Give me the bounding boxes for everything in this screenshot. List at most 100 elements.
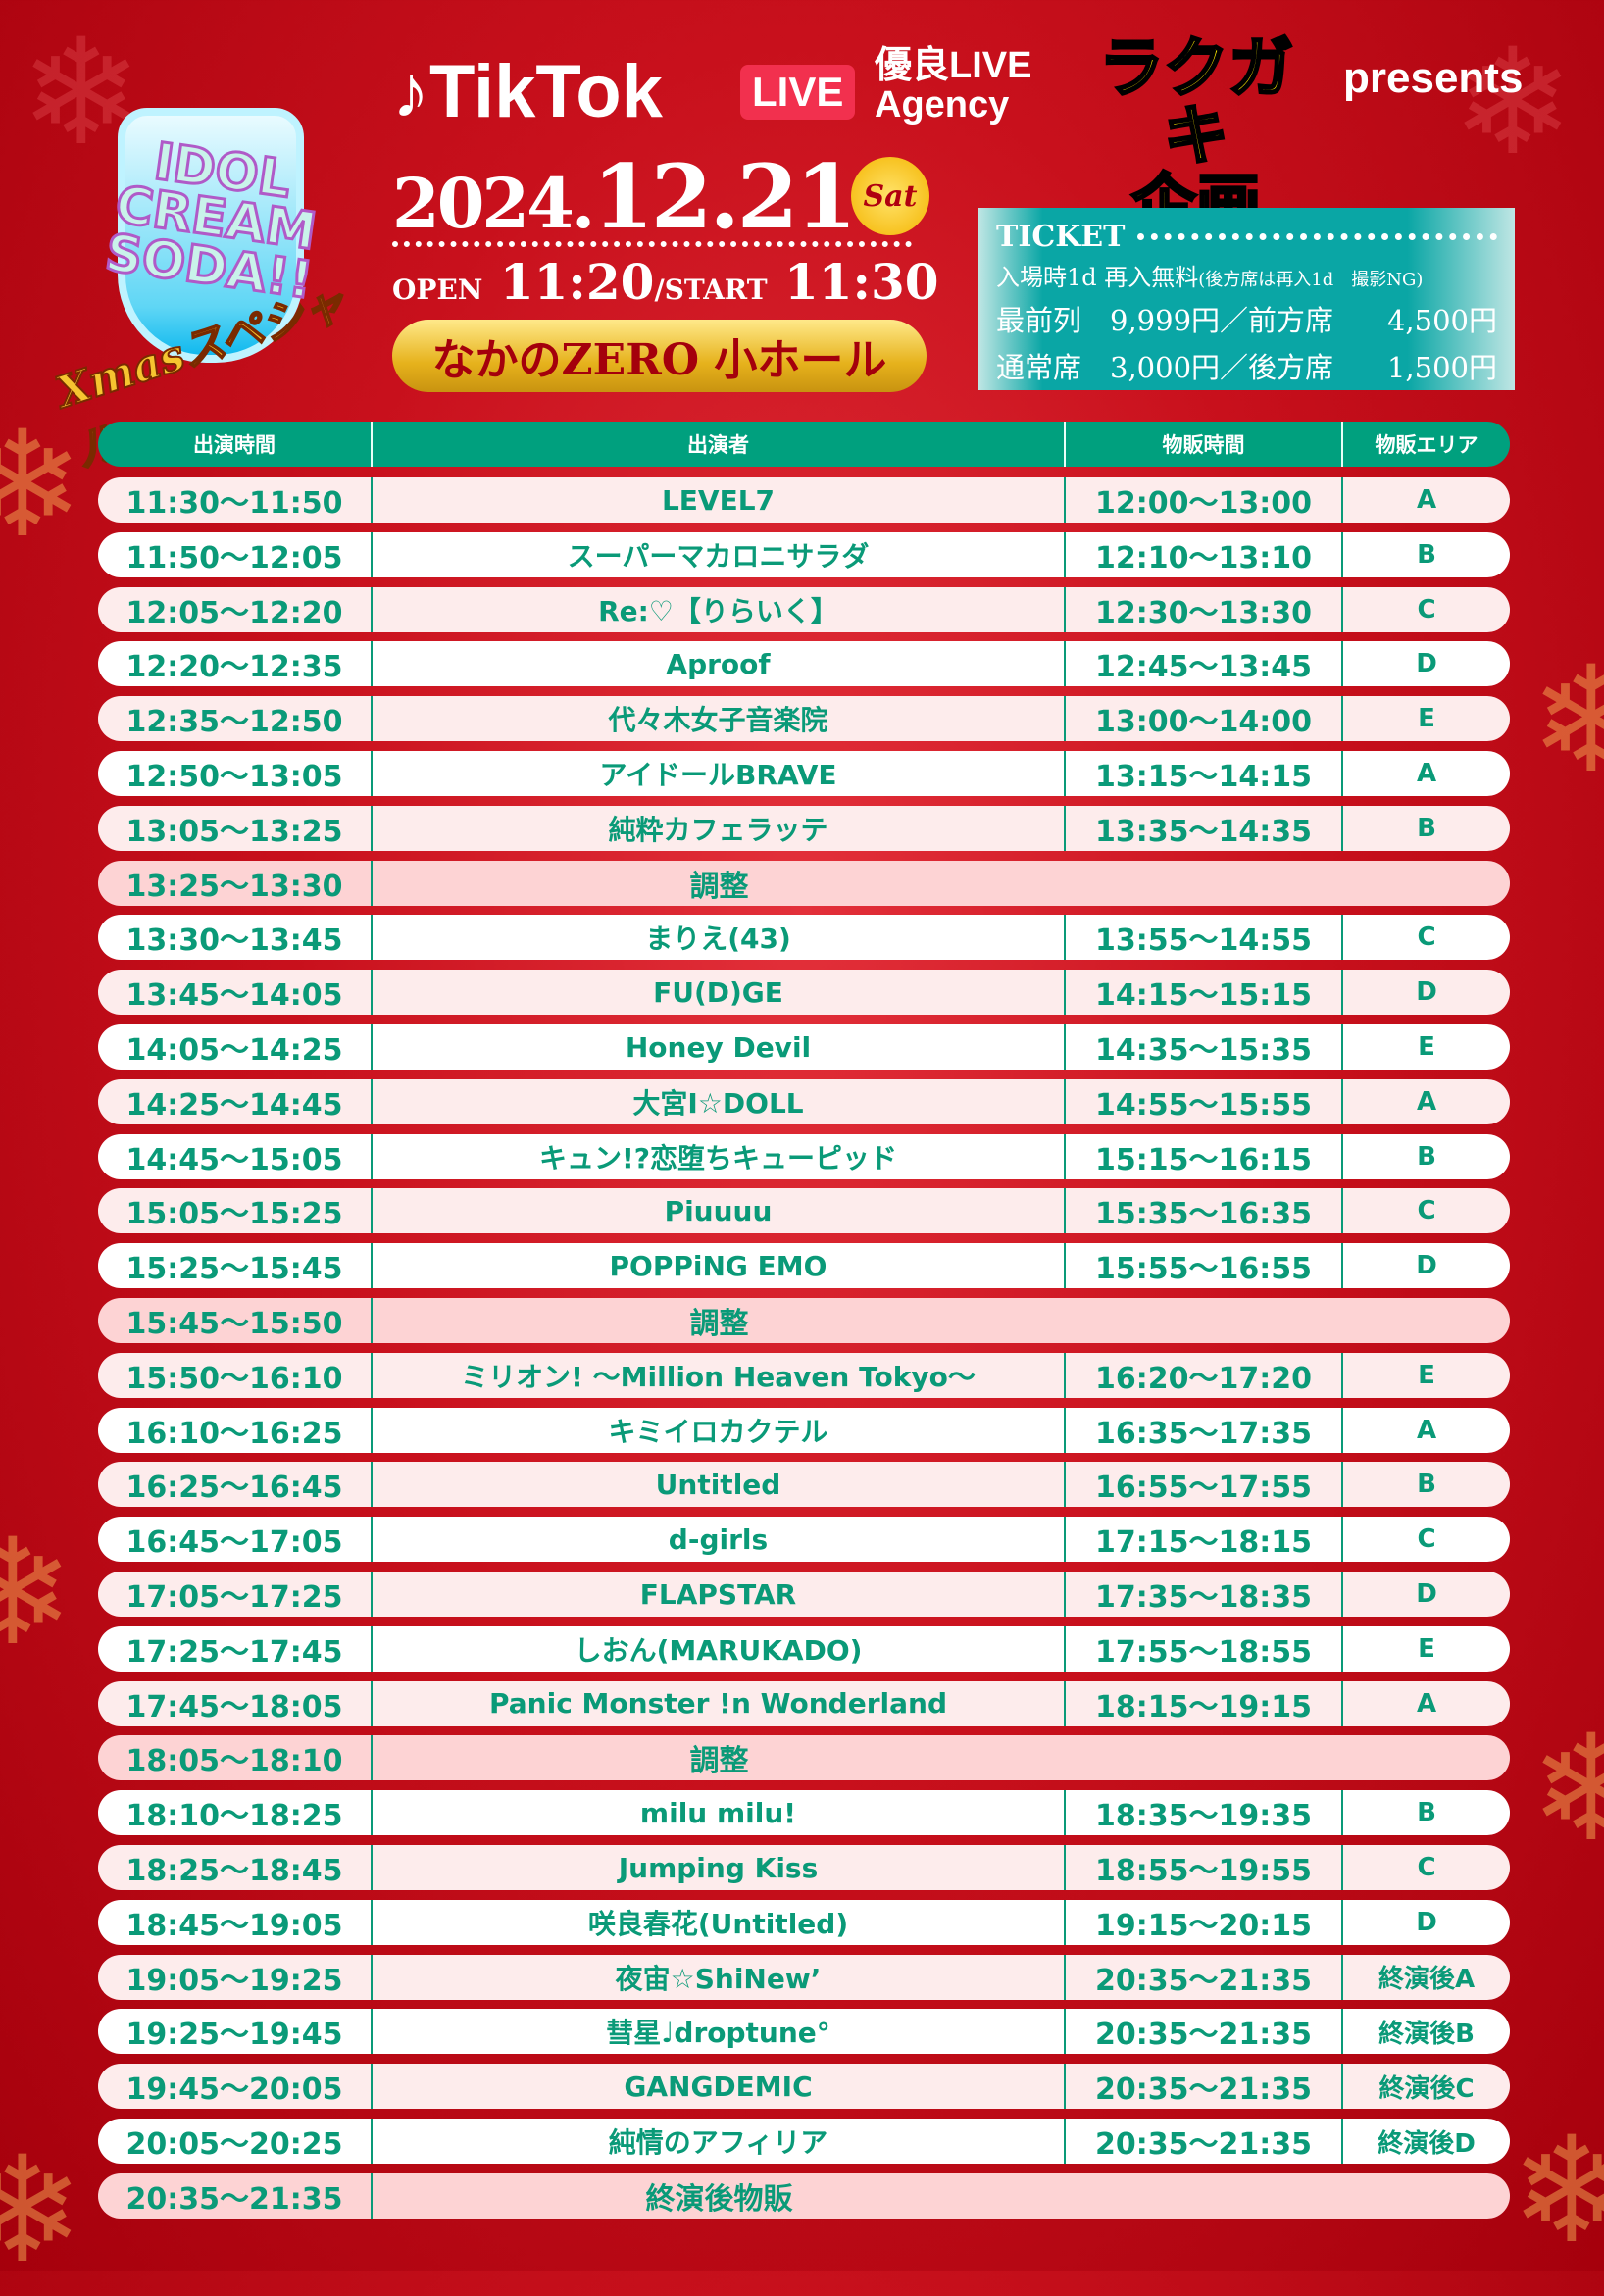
agency-line1: 優良LIVE <box>875 45 1032 86</box>
table-row: 16:45〜17:05 d-girls 17:15〜18:15 C <box>98 1517 1510 1563</box>
venue-badge: なかのZERO 小ホール <box>392 320 927 392</box>
goods-time: 18:35〜19:35 <box>1066 1790 1343 1836</box>
performer-name: Untitled <box>373 1462 1066 1508</box>
goods-area: 終演後A <box>1378 1965 1476 1995</box>
goods-time: 13:15〜14:15 <box>1066 751 1343 796</box>
table-row: 12:05〜12:20 Re:♡【りらいく】 12:30〜13:30 C <box>98 586 1510 632</box>
goods-time: 12:00〜13:00 <box>1066 477 1343 523</box>
table-row: 12:50〜13:05 アイドールBRAVE 13:15〜14:15 A <box>98 751 1510 796</box>
goods-area: C <box>1417 923 1436 953</box>
break-label: 調整 <box>689 1744 749 1779</box>
table-row-break: 20:35〜21:35 終演後物販 <box>98 2172 1510 2219</box>
price-forward: 4,500円 <box>1386 304 1497 337</box>
weekday-badge: Sat <box>851 157 929 235</box>
performance-time: 19:25〜19:45 <box>98 2009 373 2055</box>
performance-time: 13:45〜14:05 <box>98 970 373 1016</box>
open-time: 11:20 <box>499 253 655 311</box>
table-row-break: 15:45〜15:50 調整 <box>98 1298 1510 1343</box>
performance-time: 13:25〜13:30 <box>98 860 373 906</box>
ticket-price-row: 最前列 9,999円／前方席 4,500円 <box>996 298 1497 339</box>
table-row: 17:25〜17:45 しおん(MARUKADO) 17:55〜18:55 E <box>98 1625 1510 1672</box>
goods-time: 14:35〜15:35 <box>1066 1024 1343 1070</box>
presents-label: presents <box>1343 54 1524 102</box>
music-note-icon: ♪ <box>392 50 429 133</box>
performance-time: 18:10〜18:25 <box>98 1790 373 1836</box>
tiktok-text: TikTok <box>429 50 663 133</box>
dotted-divider <box>1136 233 1497 240</box>
performance-time: 15:45〜15:50 <box>98 1298 373 1343</box>
performer-name: POPPiNG EMO <box>373 1243 1066 1289</box>
date-year: 2024. <box>392 163 595 244</box>
table-row: 14:45〜15:05 キュン!?恋堕ちキューピッド 15:15〜16:15 B <box>98 1133 1510 1179</box>
goods-area: C <box>1417 1853 1436 1882</box>
goods-area: E <box>1418 1633 1435 1664</box>
goods-time: 17:15〜18:15 <box>1066 1517 1343 1563</box>
ticket-price-row: 通常席 3,000円／後方席 1,500円 <box>996 345 1497 386</box>
table-row: 13:30〜13:45 まりえ(43) 13:55〜14:55 C <box>98 915 1510 961</box>
table-row: 16:25〜16:45 Untitled 16:55〜17:55 B <box>98 1462 1510 1508</box>
event-date: 2024.12.21 <box>392 145 857 249</box>
performer-name: アイドールBRAVE <box>373 751 1066 796</box>
performance-time: 12:50〜13:05 <box>98 751 373 796</box>
goods-area: C <box>1417 594 1436 624</box>
agency-line2: Agency <box>875 83 1010 125</box>
snowflake-decoration: ❄ <box>0 2125 84 2296</box>
snowflake-decoration: ❄ <box>1510 2106 1604 2276</box>
table-row-break: 18:05〜18:10 調整 <box>98 1735 1510 1781</box>
performance-time: 13:05〜13:25 <box>98 805 373 851</box>
ticket-title: TICKET <box>996 220 1126 254</box>
goods-time: 20:35〜21:35 <box>1066 1954 1343 2000</box>
performer-name: 大宮I☆DOLL <box>373 1078 1066 1124</box>
performer-name: Jumping Kiss <box>373 1845 1066 1890</box>
performance-time: 14:05〜14:25 <box>98 1024 373 1070</box>
performance-time: 19:45〜20:05 <box>98 2064 373 2110</box>
snowflake-decoration: ❄ <box>1529 635 1604 806</box>
performance-time: 18:05〜18:10 <box>98 1735 373 1781</box>
goods-time: 18:55〜19:55 <box>1066 1845 1343 1890</box>
agency-label: 優良LIVE Agency <box>875 45 1032 125</box>
performance-time: 11:30〜11:50 <box>98 477 373 523</box>
performance-time: 14:45〜15:05 <box>98 1133 373 1179</box>
goods-time: 12:45〜13:45 <box>1066 641 1343 687</box>
table-row: 13:45〜14:05 FU(D)GE 14:15〜15:15 D <box>98 970 1510 1016</box>
performer-name: Piuuuu <box>373 1188 1066 1234</box>
table-row: 15:05〜15:25 Piuuuu 15:35〜16:35 C <box>98 1188 1510 1234</box>
goods-time: 15:35〜16:35 <box>1066 1188 1343 1234</box>
performer-name: d-girls <box>373 1517 1066 1563</box>
price-regular: 通常席 3,000円／後方席 <box>996 351 1334 384</box>
table-row: 14:25〜14:45 大宮I☆DOLL 14:55〜15:55 A <box>98 1078 1510 1124</box>
header-goods-time: 物販時間 <box>1066 422 1343 467</box>
ticket-note-main: 入場時1d 再入無料 <box>996 264 1199 291</box>
goods-area: D <box>1416 1907 1437 1937</box>
break-label: 調整 <box>689 869 749 904</box>
performance-time: 12:05〜12:20 <box>98 586 373 632</box>
goods-area: E <box>1418 1032 1435 1062</box>
goods-time: 13:00〜14:00 <box>1066 696 1343 742</box>
table-row: 12:20〜12:35 Aproof 12:45〜13:45 D <box>98 641 1510 687</box>
table-row: 13:05〜13:25 純粋カフェラッテ 13:35〜14:35 B <box>98 805 1510 851</box>
table-row: 20:05〜20:25 純情のアフィリア 20:35〜21:35 終演後D <box>98 2119 1510 2164</box>
goods-area: D <box>1416 1251 1437 1281</box>
table-row: 18:45〜19:05 咲良春花(Untitled) 19:15〜20:15 D <box>98 1899 1510 1945</box>
performance-time: 18:25〜18:45 <box>98 1845 373 1890</box>
open-start-times: OPEN 11:20/START 11:30 <box>392 253 939 311</box>
performance-time: 19:05〜19:25 <box>98 1954 373 2000</box>
goods-time: 14:55〜15:55 <box>1066 1078 1343 1124</box>
goods-area: B <box>1417 1141 1436 1172</box>
start-label: /START <box>654 274 768 306</box>
performer-name: 夜宙☆ShiNew’ <box>373 1954 1066 2000</box>
table-row: 11:50〜12:05 スーパーマカロニサラダ 12:10〜13:10 B <box>98 531 1510 577</box>
goods-time: 19:15〜20:15 <box>1066 1899 1343 1945</box>
goods-area: 終演後D <box>1378 2128 1476 2159</box>
goods-time: 20:35〜21:35 <box>1066 2064 1343 2110</box>
performer-name: Aproof <box>373 641 1066 687</box>
performance-time: 15:50〜16:10 <box>98 1352 373 1398</box>
table-row: 12:35〜12:50 代々木女子音楽院 13:00〜14:00 E <box>98 696 1510 742</box>
goods-time: 16:55〜17:55 <box>1066 1462 1343 1508</box>
goods-time: 16:35〜17:35 <box>1066 1407 1343 1453</box>
performer-name: Honey Devil <box>373 1024 1066 1070</box>
goods-time: 15:55〜16:55 <box>1066 1243 1343 1289</box>
goods-area: D <box>1416 977 1437 1008</box>
performer-name: 純情のアフィリア <box>373 2119 1066 2164</box>
snowflake-decoration: ❄ <box>1529 1704 1604 1874</box>
